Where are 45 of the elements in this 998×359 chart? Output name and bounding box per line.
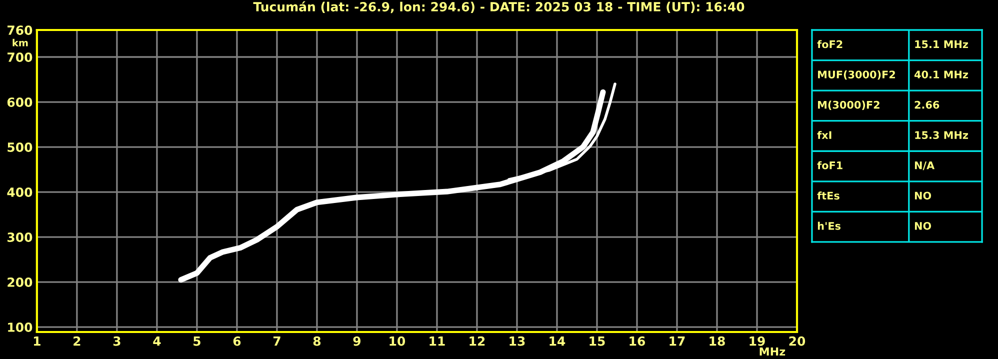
- text: 15.1 MHz: [915, 40, 968, 48]
- x-tick-label: 11: [430, 336, 445, 346]
- x-tick-label: 17: [670, 336, 685, 346]
- category-label: foF2: [817, 40, 842, 48]
- x-tick-label: 1: [34, 336, 40, 346]
- x-tick-label: 19: [750, 336, 765, 346]
- x-tick-label: 9: [353, 336, 361, 346]
- y-tick-label: 700: [8, 52, 32, 62]
- category-label: h'Es: [818, 222, 840, 230]
- text: 15.3 MHz: [915, 131, 968, 140]
- x-tick-label: 2: [74, 336, 80, 346]
- y-tick-label: 500: [8, 142, 32, 152]
- x-tick-label: 16: [630, 336, 646, 346]
- x-tick-label: 12: [470, 336, 485, 346]
- x-tick-label: 18: [710, 336, 725, 346]
- category-label: fxI: [817, 130, 832, 139]
- text: NO: [914, 192, 932, 200]
- y-tick-label: 760: [8, 25, 32, 35]
- x-tick-label: 15: [590, 336, 605, 346]
- y-tick-label: 600: [7, 97, 32, 107]
- text: 2.66: [914, 100, 940, 109]
- category-label: M(3000)F2: [818, 100, 880, 110]
- category-label: ftEs: [817, 192, 840, 200]
- text: 40.1 MHz: [914, 70, 968, 78]
- chart-title: Tucumán (lat: -26.9, lon: 294.6) - DATE: 2025 03 18 - TIME (UT): 16:40: [253, 1, 744, 14]
- y-tick-label: 200: [8, 278, 32, 287]
- y-tick-label: 300: [8, 232, 32, 242]
- x-tick-label: 7: [273, 336, 280, 346]
- y-axis-title: km: [12, 38, 28, 46]
- x-tick-label: 13: [510, 336, 525, 346]
- x-tick-label: 8: [313, 336, 321, 346]
- x-tick-label: 4: [153, 336, 161, 346]
- category-label: foF1: [817, 161, 842, 170]
- x-tick-label: 3: [113, 336, 120, 346]
- x-tick-label: 10: [390, 336, 406, 346]
- text: NO: [914, 222, 932, 230]
- x-tick-label: 20: [789, 336, 806, 346]
- x-tick-label: 6: [233, 336, 241, 346]
- y-tick-label: 100: [8, 322, 32, 332]
- x-tick-label: 5: [194, 336, 200, 346]
- category-label: MUF(3000)F2: [818, 70, 895, 80]
- x-axis-title: MHz: [760, 347, 786, 356]
- text: N/A: [914, 162, 935, 170]
- x-tick-label: 14: [550, 336, 566, 346]
- y-tick-label: 400: [7, 188, 32, 197]
